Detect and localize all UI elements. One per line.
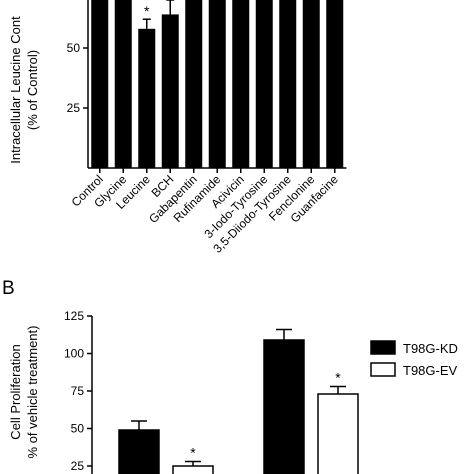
legend-swatch-kd bbox=[370, 340, 396, 355]
panel-b-letter: B bbox=[2, 278, 15, 299]
panel-b-ylabel-line-1: Cell Proliferation bbox=[8, 344, 23, 439]
panel-b-chart: B Cell Proliferation % of vehicle treatm… bbox=[2, 278, 458, 474]
panel-b-ytick-label: 100 bbox=[64, 347, 84, 361]
panel-a-bar-8 bbox=[279, 0, 297, 168]
panel-b-error-bar bbox=[131, 420, 147, 430]
panel-a-bar-0 bbox=[91, 0, 109, 168]
panel-b-ytick-label: 75 bbox=[71, 384, 85, 398]
panel-b-bar-1-0 bbox=[172, 465, 214, 474]
panel-a-ytick-label: 50 bbox=[67, 41, 81, 55]
legend-label-kd: T98G-KD bbox=[403, 341, 458, 356]
panel-b-legend: T98G-KD T98G-EV bbox=[370, 340, 458, 378]
legend-label-ev: T98G-EV bbox=[403, 363, 458, 378]
panel-a-ylabel-line-1: Intracellular Leucine Cont bbox=[8, 16, 23, 164]
panel-a-bar-7 bbox=[255, 0, 273, 168]
panel-a-chart: Intracellular Leucine Cont (% of Control… bbox=[8, 0, 347, 256]
panel-a-bar-9 bbox=[302, 0, 320, 168]
panel-a-bar-4 bbox=[185, 0, 203, 168]
panel-b-ytick-label: 50 bbox=[71, 422, 85, 436]
panel-a-error-bar bbox=[166, 0, 175, 15]
panel-a-error-bar bbox=[142, 18, 151, 29]
panel-b-bar-1-1 bbox=[317, 393, 359, 474]
panel-a-ylabel-line-2: (% of Control) bbox=[25, 50, 40, 130]
legend-swatch-ev bbox=[370, 362, 396, 377]
panel-a-ytick-label: 25 bbox=[67, 101, 81, 115]
panel-b-error-bar bbox=[276, 328, 292, 340]
panel-a-bar-6 bbox=[232, 0, 250, 168]
panel-b-ytick-label: 125 bbox=[64, 309, 84, 323]
panel-a-bar-5 bbox=[208, 0, 226, 168]
panel-b-bar-0-1 bbox=[263, 339, 305, 474]
panel-a-significance-star: * bbox=[144, 3, 150, 19]
panel-a-bar-1 bbox=[114, 0, 132, 168]
panel-a-bar-2 bbox=[138, 28, 156, 168]
panel-b-significance-star: * bbox=[335, 370, 341, 386]
panel-b-significance-star: * bbox=[190, 445, 196, 461]
panel-a-bar-3 bbox=[161, 14, 179, 169]
panel-a-bar-10 bbox=[326, 0, 344, 168]
panel-b-ytick-label: 25 bbox=[71, 459, 85, 473]
panel-b-ylabel-line-2: % of vehicle treatment) bbox=[25, 326, 40, 459]
panel-b-error-bar bbox=[330, 385, 346, 394]
panel-b-bar-0-0 bbox=[118, 429, 160, 474]
